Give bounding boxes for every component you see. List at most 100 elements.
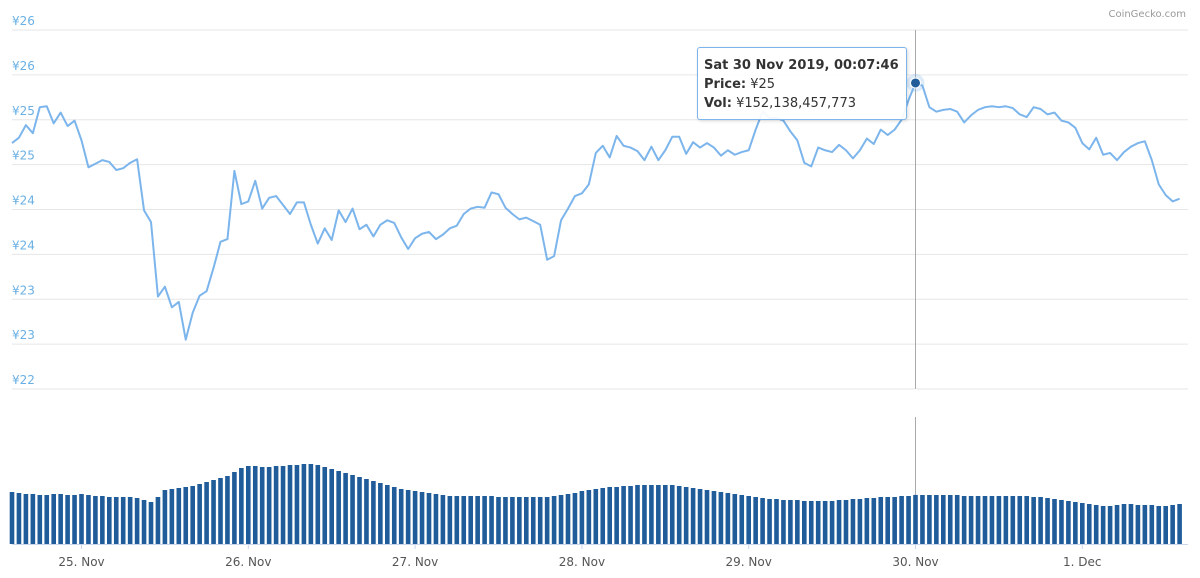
volume-bar <box>294 465 300 544</box>
x-tick-label: 29. Nov <box>726 555 772 569</box>
volume-bar <box>1114 505 1120 544</box>
volume-bar <box>746 496 751 544</box>
volume-bar <box>266 467 272 544</box>
volume-bar <box>65 495 70 544</box>
x-tick-label: 27. Nov <box>392 555 438 569</box>
y-tick-label: ¥23 <box>12 328 35 342</box>
volume-bar <box>1073 502 1078 544</box>
volume-bar <box>829 501 835 544</box>
credit[interactable]: CoinGecko.com <box>1108 9 1186 20</box>
volume-bar <box>433 494 439 544</box>
volume-bar <box>322 467 328 544</box>
volume-bar <box>1177 504 1182 544</box>
volume-bar <box>503 497 508 544</box>
volume-bar <box>628 486 633 544</box>
volume-bar <box>72 495 77 544</box>
volume-bar <box>148 502 154 544</box>
volume-bar <box>211 480 216 544</box>
volume-bar <box>1080 503 1085 544</box>
volume-bar <box>468 496 473 544</box>
volume-bar <box>586 490 592 544</box>
volume-bar <box>371 481 376 544</box>
volume-bar <box>454 496 460 544</box>
volume-bar <box>725 493 731 544</box>
volume-bar <box>635 485 640 544</box>
volume-bar <box>968 496 974 544</box>
volume-bar <box>1066 501 1071 544</box>
volume-bar <box>802 501 807 544</box>
volume-bar <box>58 494 63 544</box>
volume-bar <box>683 487 689 544</box>
volume-bar <box>86 495 91 544</box>
y-tick-label: ¥22 <box>12 373 35 387</box>
volume-bar <box>934 495 939 544</box>
volume-bar <box>690 488 696 544</box>
volume-bar <box>1024 496 1029 544</box>
volume-bar <box>524 497 529 544</box>
volume-bar <box>649 485 654 544</box>
volume-bar <box>176 488 182 544</box>
volume-bar <box>79 494 84 544</box>
tooltip-label: Price: <box>704 77 747 92</box>
volume-bar <box>579 491 585 544</box>
volume-bar <box>489 496 494 544</box>
volume-bar <box>920 495 925 544</box>
y-tick-label: ¥26 <box>12 59 35 73</box>
volume-bar <box>530 497 536 544</box>
volume-bar <box>697 489 703 544</box>
volume-bar <box>760 498 765 544</box>
volume-bar <box>788 500 793 544</box>
x-tick-label: 26. Nov <box>225 555 271 569</box>
volume-bar <box>558 495 564 544</box>
volume-bar <box>9 492 15 544</box>
volume-bar <box>461 496 467 544</box>
tooltip-title: Sat 30 Nov 2019, 00:07:46 <box>704 58 899 73</box>
tooltip-value: ¥25 <box>750 77 776 92</box>
volume-bar <box>600 488 606 544</box>
volume-bar <box>718 492 724 544</box>
y-tick-label: ¥25 <box>12 149 35 163</box>
volume-bar <box>259 467 265 544</box>
volume-bar <box>190 486 195 544</box>
volume-bar <box>795 500 800 544</box>
volume-bar <box>871 498 877 544</box>
volume-bar <box>447 496 453 544</box>
volume-bar <box>496 497 501 544</box>
volume-bar <box>808 501 814 544</box>
volume-bar <box>1010 496 1016 544</box>
volume-bar <box>357 477 362 544</box>
volume-bar <box>426 493 432 544</box>
volume-bar <box>767 499 772 544</box>
volume-bar <box>23 494 29 544</box>
y-tick-label: ¥26 <box>12 14 35 28</box>
volume-bar <box>273 466 279 544</box>
volume-bar <box>676 486 682 544</box>
volume-bar <box>141 500 147 544</box>
x-tick-label: 30. Nov <box>892 555 938 569</box>
volume-bar <box>398 489 404 544</box>
volume-bar <box>1038 497 1043 544</box>
volume-bar <box>1100 506 1106 544</box>
volume-bar <box>822 501 828 544</box>
volume-bar <box>378 483 383 544</box>
volume-bar <box>1121 504 1127 544</box>
volume-bar <box>927 495 932 544</box>
volume-bar <box>482 496 487 544</box>
volume-bar <box>1107 506 1113 544</box>
volume-bar <box>836 500 842 544</box>
volume-bar <box>385 485 390 544</box>
volume-bar <box>246 466 251 544</box>
volume-bar <box>982 496 988 544</box>
volume-bar <box>621 486 626 544</box>
volume-bar <box>774 499 779 544</box>
volume-bar <box>739 495 745 544</box>
tooltip-value: ¥152,138,457,773 <box>736 96 856 111</box>
volume-bar <box>913 494 918 544</box>
volume-bar <box>350 475 355 544</box>
volume-bar <box>1170 505 1175 544</box>
volume-bar <box>551 496 557 544</box>
volume-bar <box>954 495 960 544</box>
volume-bar <box>1031 497 1036 544</box>
volume-bar <box>906 496 911 544</box>
